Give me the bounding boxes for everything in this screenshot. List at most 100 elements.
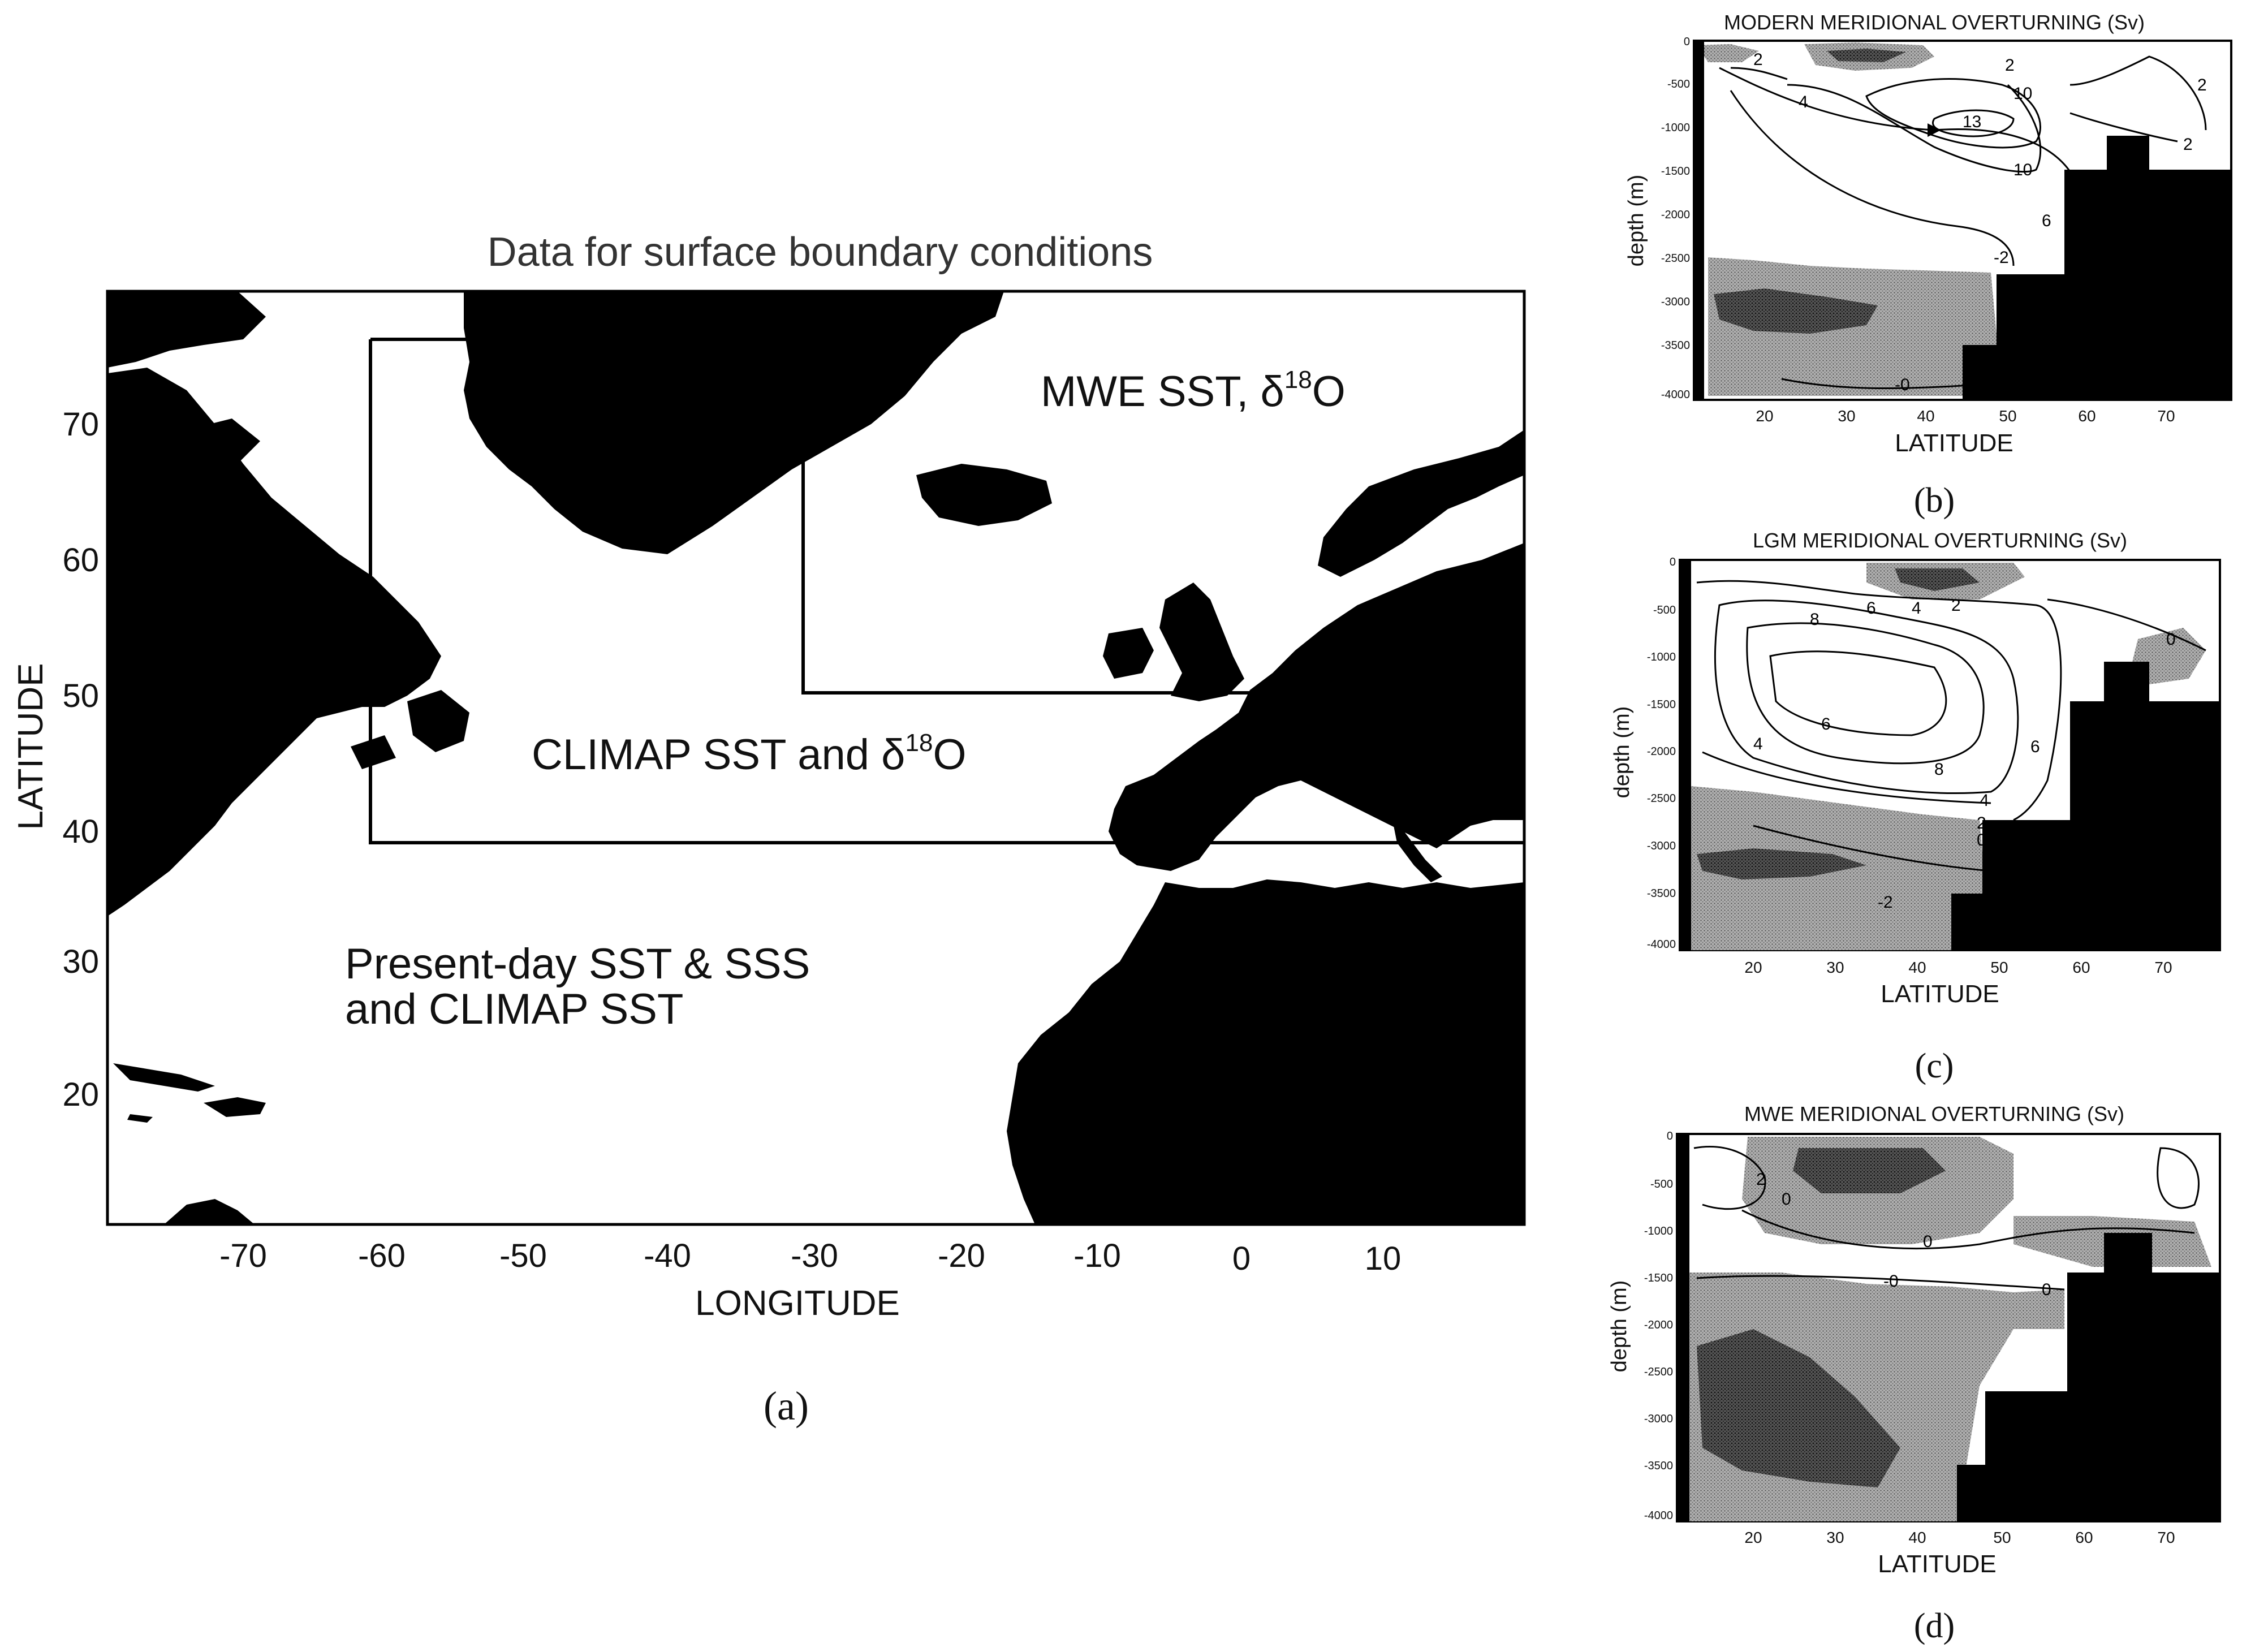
- contour-label: 0: [1999, 288, 2009, 307]
- contour-label: 0: [1977, 831, 1986, 849]
- y-tick: 50: [62, 678, 99, 714]
- contour-label: 4: [1753, 735, 1763, 753]
- y-tick: -4000: [1644, 1509, 1673, 1522]
- contour-label: -0: [1883, 1272, 1899, 1291]
- contour-label: 2: [1977, 814, 1986, 833]
- region-climap-label: CLIMAP SST and δ18O: [532, 729, 967, 779]
- contour-label: 0: [2042, 1280, 2051, 1299]
- x-tick: -30: [791, 1237, 838, 1274]
- contour-label: 8: [1810, 610, 1819, 629]
- y-tick: -1500: [1644, 1272, 1673, 1284]
- panel-b-y-ticks: 0 -500 -1000 -1500 -2000 -2500 -3000 -35…: [1661, 36, 1690, 401]
- contour-label: 4: [1912, 599, 1921, 618]
- newfoundland: [407, 690, 469, 752]
- x-tick: 20: [1744, 959, 1762, 976]
- y-tick: 0: [1667, 1130, 1673, 1142]
- x-tick: 20: [1744, 1529, 1762, 1546]
- map-x-ticks: -70 -60 -50 -40 -30 -20 -10 0 10: [219, 1237, 1401, 1277]
- panel-c-x-ticks: 20 30 40 50 60 70: [1744, 959, 2172, 976]
- y-tick: -1000: [1647, 651, 1676, 663]
- contour-label: 2: [1756, 1170, 1766, 1189]
- x-tick: 30: [1838, 407, 1855, 425]
- contour-label: 8: [1934, 760, 1944, 779]
- region-present-label-1: Present-day SST & SSS: [345, 940, 810, 988]
- y-tick: -500: [1667, 78, 1690, 90]
- y-tick: 60: [62, 542, 99, 579]
- y-tick: -3500: [1661, 339, 1690, 352]
- x-tick: 30: [1826, 959, 1844, 976]
- contour-label: 6: [1866, 599, 1876, 618]
- y-tick: -2500: [1661, 252, 1690, 265]
- y-tick: -3000: [1647, 840, 1676, 852]
- panel-c-contours: [1696, 580, 2206, 872]
- y-tick: -1500: [1647, 698, 1676, 711]
- contour-label: -0: [1895, 376, 1910, 394]
- y-tick: -1000: [1644, 1225, 1673, 1237]
- x-tick: -10: [1073, 1237, 1121, 1274]
- contour-label: 0: [1923, 1232, 1933, 1251]
- panel-b-ylabel: depth (m): [1624, 175, 1648, 267]
- caption-b: (b): [1914, 481, 1955, 520]
- map-title: Data for surface boundary conditions: [488, 230, 1153, 275]
- x-tick: -50: [499, 1237, 547, 1274]
- land-masses: [107, 291, 1524, 1224]
- contour-label: 2: [1753, 50, 1763, 69]
- y-tick: -2500: [1644, 1366, 1673, 1378]
- x-tick: 40: [1908, 1529, 1926, 1546]
- y-tick: -500: [1653, 604, 1676, 616]
- caption-d: (d): [1914, 1607, 1955, 1645]
- italy: [1391, 814, 1442, 882]
- contour-label: -2: [1994, 248, 2009, 267]
- region-mwe-label: MWE SST, δ18O: [1041, 366, 1346, 416]
- x-tick: 60: [2078, 407, 2095, 425]
- x-tick: 50: [1993, 1529, 2011, 1546]
- panel-c-lgm: LGM MERIDIONAL OVERTURNING (Sv) 8 6 4 2 …: [1610, 529, 2221, 1085]
- greenland: [464, 291, 1004, 554]
- panel-d-xlabel: LATITUDE: [1878, 1550, 1996, 1578]
- region-present-label-2: and CLIMAP SST: [345, 985, 683, 1033]
- y-tick: -4000: [1647, 938, 1676, 951]
- x-tick: 50: [1999, 407, 2016, 425]
- north-america: [107, 368, 441, 916]
- y-tick: -3500: [1647, 887, 1676, 900]
- x-tick: 70: [2157, 407, 2175, 425]
- x-tick: 30: [1826, 1529, 1844, 1546]
- caption-c: (c): [1915, 1047, 1954, 1085]
- contour-label: 10: [2013, 84, 2032, 103]
- panel-b-xlabel: LATITUDE: [1895, 429, 2013, 457]
- panel-d-title: MWE MERIDIONAL OVERTURNING (Sv): [1744, 1102, 2124, 1125]
- panel-b-topography: [1963, 136, 2231, 400]
- y-tick: -3000: [1644, 1413, 1673, 1425]
- ireland: [1103, 628, 1154, 679]
- south-america-tip: [164, 1199, 255, 1224]
- y-tick: -3500: [1644, 1460, 1673, 1472]
- y-tick: -2000: [1661, 209, 1690, 221]
- panel-b-contour-labels: 2 4 2 10 13 10 6 2 -2 0 2 -0: [1753, 50, 2207, 394]
- panel-d-contour-labels: 2 0 0 -0 0: [1756, 1170, 2051, 1299]
- y-tick: 70: [62, 406, 99, 443]
- panel-c-y-ticks: 0 -500 -1000 -1500 -2000 -2500 -3000 -35…: [1647, 556, 1676, 951]
- contour-label: 4: [1980, 791, 1989, 810]
- panel-a-map: Data for surface boundary conditions: [11, 230, 1526, 1429]
- contour-label: 13: [1963, 113, 1981, 131]
- region-boundaries: [369, 338, 1524, 844]
- panel-b-modern: MODERN MERIDIONAL OVERTURNING (Sv) 2 4: [1624, 11, 2232, 520]
- contour-label: 2: [1951, 596, 1961, 615]
- contour-label: 6: [1821, 715, 1831, 734]
- y-tick: -500: [1650, 1178, 1673, 1191]
- x-tick: 20: [1756, 407, 1773, 425]
- y-tick: 0: [1684, 36, 1690, 48]
- y-tick: -4000: [1661, 389, 1690, 401]
- panel-d-mwe: MWE MERIDIONAL OVERTURNING (Sv) 2 0 0 -0…: [1607, 1102, 2221, 1645]
- caption-a: (a): [764, 1383, 809, 1429]
- panel-b-x-ticks: 20 30 40 50 60 70: [1756, 407, 2175, 425]
- x-tick: 0: [1232, 1240, 1251, 1277]
- africa: [1007, 879, 1524, 1224]
- contour-label: 2: [2197, 76, 2207, 94]
- contour-label: 2: [2183, 135, 2193, 154]
- contour-label: 0: [1782, 1190, 1791, 1209]
- panel-d-x-ticks: 20 30 40 50 60 70: [1744, 1529, 2175, 1546]
- x-tick: 40: [1908, 959, 1926, 976]
- x-tick: 70: [2157, 1529, 2175, 1546]
- map-xlabel: LONGITUDE: [695, 1284, 900, 1323]
